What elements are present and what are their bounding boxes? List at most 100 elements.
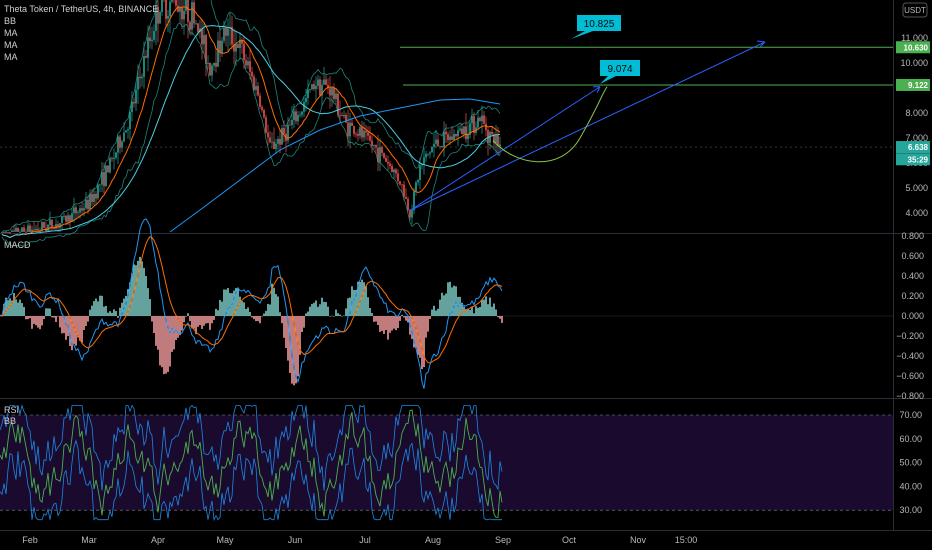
candle-body (321, 84, 323, 96)
candle-body (313, 84, 315, 90)
candle-body (345, 114, 347, 123)
macd-histogram-bar (187, 313, 189, 316)
candle-body (69, 215, 71, 222)
macd-histogram-bar (273, 287, 275, 316)
candle-body (423, 157, 425, 164)
currency-button-label[interactable]: USDT (904, 6, 926, 15)
currency-button[interactable] (902, 2, 928, 18)
macd-histogram-bar (397, 316, 399, 329)
macd-histogram-bar (335, 309, 337, 316)
candle-body (483, 115, 485, 124)
candle-body (121, 141, 123, 148)
candle-body (389, 163, 391, 166)
macd-histogram-bar (437, 308, 439, 316)
macd-histogram-bar (69, 316, 71, 347)
candle-body (463, 126, 465, 135)
macd-histogram-bar (447, 282, 449, 316)
indicator-label-ma-2[interactable]: MA (4, 40, 18, 50)
macd-histogram-bar (59, 316, 61, 328)
candle-body (13, 230, 15, 232)
macd-histogram-bar (113, 309, 115, 316)
macd-histogram-bar (129, 282, 131, 316)
macd-histogram-bar (151, 316, 153, 322)
candle-body (149, 37, 151, 41)
price-tag-box (896, 78, 930, 91)
macd-histogram-bar (305, 313, 307, 316)
rsi-bb-label[interactable]: BB (4, 416, 16, 426)
macd-histogram-bar (49, 308, 51, 316)
macd-histogram-bar (499, 316, 501, 319)
macd-histogram-bar (195, 316, 197, 335)
candle-body (409, 209, 411, 218)
indicator-label-ma-3[interactable]: MA (4, 52, 18, 62)
macd-histogram-bar (215, 308, 217, 316)
macd-histogram-bar (237, 287, 239, 316)
macd-histogram-bar (149, 299, 151, 316)
candle-body (167, 16, 169, 19)
macd-histogram-bar (441, 292, 443, 316)
macd-histogram-bar (63, 316, 65, 334)
macd-histogram-bar (443, 295, 445, 316)
macd-histogram-bar (97, 301, 99, 316)
symbol-title[interactable]: Theta Token / TetherUS, 4h, BINANCE (4, 4, 158, 14)
macd-histogram-bar (161, 316, 163, 368)
macd-histogram-bar (251, 316, 253, 318)
candle-body (391, 165, 393, 173)
candle-body (491, 131, 493, 135)
rsi-pane[interactable] (0, 403, 893, 522)
macd-histogram-bar (73, 316, 75, 344)
callout-upper-text: 10.825 (584, 19, 615, 30)
macd-histogram-bar (137, 260, 139, 316)
macd-histogram-bar (411, 316, 413, 339)
macd-histogram-bar (233, 290, 235, 316)
candle-body (147, 37, 149, 58)
price-pane[interactable] (1, 0, 501, 247)
candle-body (145, 55, 147, 58)
candle-body (349, 122, 351, 137)
candle-body (241, 40, 243, 44)
candle-body (265, 117, 267, 133)
moving-average-mid (1, 25, 501, 239)
macd-histogram-bar (189, 316, 191, 322)
macd-histogram-bar (45, 308, 47, 316)
candle-body (479, 117, 481, 122)
macd-histogram-bar (159, 316, 161, 366)
indicator-label-ma-1[interactable]: MA (4, 28, 18, 38)
time-tick-label: Aug (425, 535, 441, 545)
candle-body (33, 229, 35, 231)
macd-histogram-bar (473, 313, 475, 316)
rsi-pane-label[interactable]: RSI (4, 405, 19, 415)
macd-histogram-bar (283, 316, 285, 338)
candle-body (303, 102, 305, 112)
time-tick-label: Apr (151, 535, 165, 545)
macd-histogram-bar (85, 316, 87, 326)
macd-pane-label[interactable]: MACD (4, 240, 31, 250)
macd-histogram-bar (453, 285, 455, 316)
candle-body (3, 232, 5, 233)
macd-histogram-bar (243, 302, 245, 316)
indicator-label-bb[interactable]: BB (4, 16, 16, 26)
macd-histogram-bar (495, 309, 497, 316)
candle-body (195, 23, 197, 25)
price-tag-box (896, 141, 930, 154)
macd-pane[interactable] (0, 218, 893, 389)
macd-histogram-bar (87, 316, 89, 322)
bollinger-upper (1, 0, 501, 233)
macd-histogram-bar (185, 316, 187, 317)
macd-histogram-bar (81, 316, 83, 343)
macd-histogram-bar (323, 301, 325, 316)
candle-body (225, 27, 227, 36)
macd-histogram-bar (235, 288, 237, 316)
macd-histogram-bar (303, 316, 305, 328)
price-tag-label: 6.638 (908, 143, 929, 152)
macd-histogram-bar (203, 316, 205, 326)
candle-body (233, 44, 235, 52)
macd-histogram-bar (107, 312, 109, 316)
candle-body (337, 93, 339, 116)
candle-body (79, 208, 81, 213)
candle-body (325, 79, 327, 85)
candle-body (183, 10, 185, 20)
drawings[interactable]: 10.825 9.074 (0, 15, 893, 211)
macd-histogram-bar (327, 306, 329, 316)
